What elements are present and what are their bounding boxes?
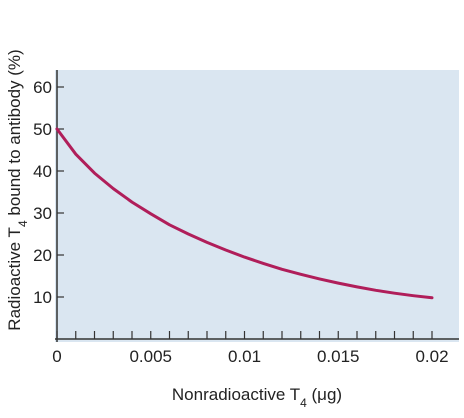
y-axis-title: Radioactive T4 bound to antibody (%) xyxy=(5,49,30,330)
x-ticks: 0 0.005 0.01 0.015 0.02 xyxy=(52,331,449,366)
y-axis-title-subscript: 4 xyxy=(16,220,30,227)
y-tick-label: 30 xyxy=(33,204,52,223)
data-curve xyxy=(55,127,434,300)
y-tick-label: 20 xyxy=(33,246,52,265)
y-tick-label: 40 xyxy=(33,162,52,181)
x-tick-label: 0 xyxy=(52,347,61,366)
y-axis-title-rest: bound to antibody (%) xyxy=(5,49,24,220)
x-tick-label: 0.005 xyxy=(129,347,172,366)
x-tick-label: 0.02 xyxy=(415,347,448,366)
x-tick-label: 0.015 xyxy=(317,347,360,366)
x-tick-label: 0.01 xyxy=(228,347,261,366)
x-axis-title-main: Nonradioactive T xyxy=(172,385,300,404)
y-tick-label: 60 xyxy=(33,78,52,97)
x-axis-title-subscript: 4 xyxy=(300,396,307,410)
y-ticks: 10 20 30 40 50 60 xyxy=(33,78,64,307)
plot-area xyxy=(55,70,459,342)
y-axis-title-main: Radioactive T xyxy=(5,227,24,331)
y-tick-label: 50 xyxy=(33,120,52,139)
x-axis-title-unit: (μg) xyxy=(307,385,342,404)
x-axis-title: Nonradioactive T4 (μg) xyxy=(172,385,342,410)
y-tick-label: 10 xyxy=(33,288,52,307)
